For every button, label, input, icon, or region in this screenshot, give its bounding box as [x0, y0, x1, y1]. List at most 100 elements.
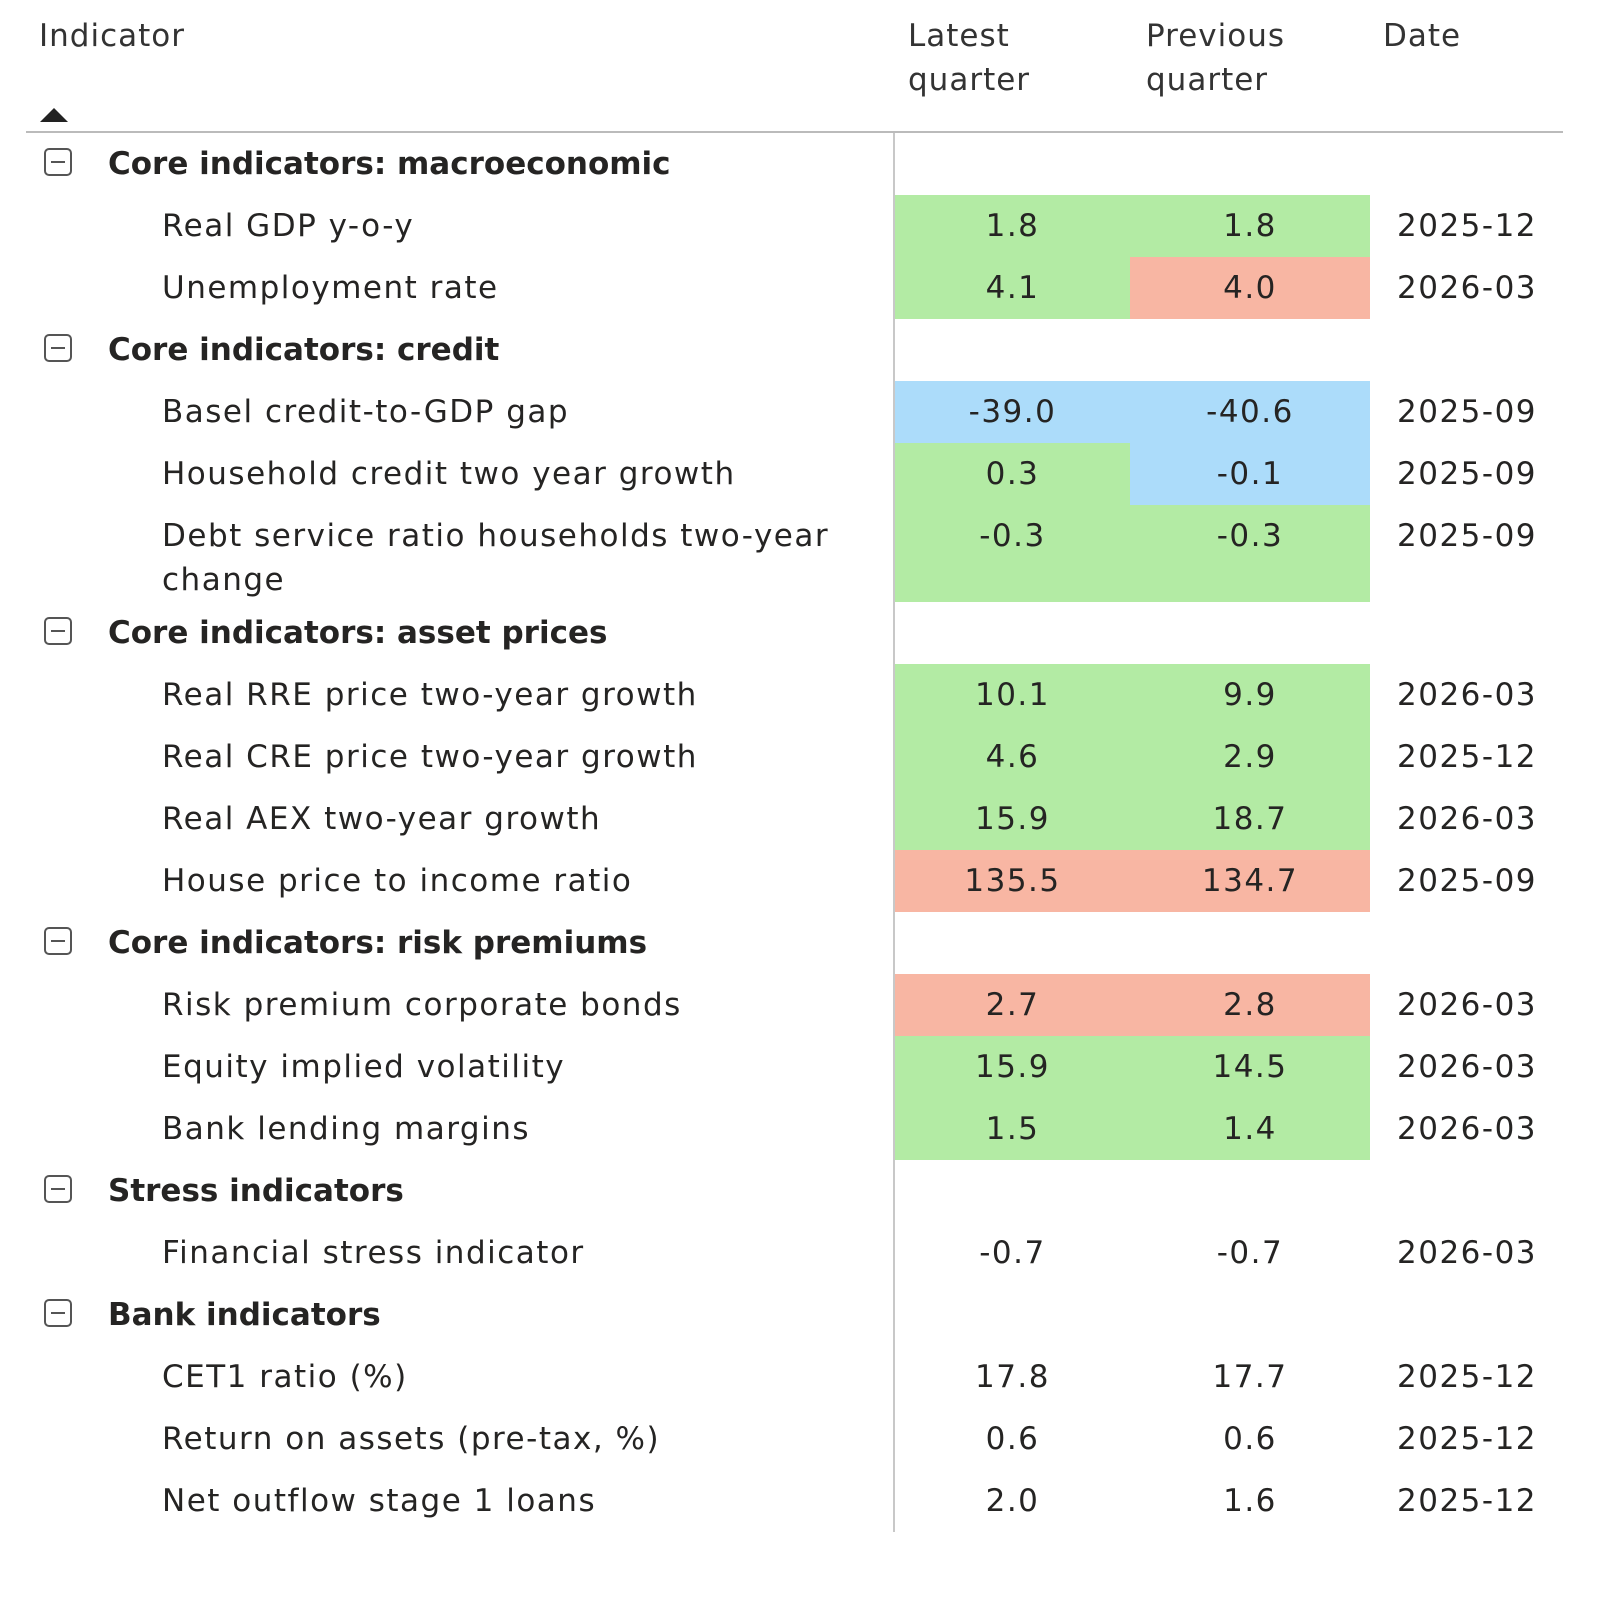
column-header[interactable]: Date	[1383, 18, 1462, 54]
latest-value: 0.6	[985, 1421, 1040, 1457]
latest-value: 135.5	[895, 850, 1130, 912]
previous-value: 1.6	[1223, 1483, 1277, 1519]
data-row: Real GDP y-o-y 1.8 1.8 2025-12	[0, 195, 1600, 257]
indicator-label: Unemployment rate	[0, 257, 895, 319]
empty-cell	[1130, 1160, 1370, 1222]
latest-value: -0.7	[979, 1235, 1046, 1271]
latest-value: 17.8	[974, 1359, 1051, 1395]
indicator-label: Equity implied volatility	[0, 1036, 895, 1098]
empty-cell	[895, 133, 1130, 195]
data-row: Basel credit-to-GDP gap -39.0 -40.6 2025-09	[0, 381, 1600, 443]
data-row: Risk premium corporate bonds 2.7 2.8 2026-0…	[0, 974, 1600, 1036]
date-value: 2025-12	[1397, 1359, 1538, 1395]
latest-value: 1.5	[895, 1098, 1130, 1160]
sort-arrow[interactable]	[40, 108, 68, 122]
collapse-button[interactable]	[44, 617, 72, 645]
data-row: Real AEX two-year growth 15.9 18.7 2026-03	[0, 788, 1600, 850]
indicator-label: House price to income ratio	[0, 850, 895, 912]
group-row: Bank indicators	[0, 1284, 1600, 1346]
empty-cell	[895, 319, 1130, 381]
indicator-label: Basel credit-to-GDP gap	[0, 381, 895, 443]
date-value: 2025-12	[1397, 1483, 1538, 1519]
date-value: 2025-09	[1397, 394, 1538, 430]
data-row: Net outflow stage 1 loans 2.0 1.6 2025-12	[0, 1470, 1600, 1532]
indicator-label: Net outflow stage 1 loans	[0, 1470, 895, 1532]
latest-value: 15.9	[895, 788, 1130, 850]
data-row: House price to income ratio 135.5 134.7 202…	[0, 850, 1600, 912]
collapse-button[interactable]	[44, 927, 72, 955]
previous-value: -0.7	[1216, 1235, 1284, 1271]
previous-value: -40.6	[1130, 381, 1370, 443]
date-value: 2026-03	[1397, 270, 1538, 306]
data-row: CET1 ratio (%) 17.8 17.7 2025-12	[0, 1346, 1600, 1408]
empty-cell	[1370, 319, 1600, 381]
latest-value: 10.1	[895, 664, 1130, 726]
latest-value: 2.0	[985, 1483, 1040, 1519]
column-header[interactable]: Indicator	[39, 18, 185, 54]
latest-value: -0.3	[895, 505, 1130, 602]
previous-value: 17.7	[1212, 1359, 1288, 1395]
group-row: Core indicators: credit	[0, 319, 1600, 381]
collapse-button[interactable]	[44, 1299, 72, 1327]
date-value: 2025-12	[1397, 208, 1538, 244]
latest-value: 4.6	[895, 726, 1130, 788]
group-row: Core indicators: macroeconomic	[0, 133, 1600, 195]
indicator-label: Debt service ratio households two-year c…	[0, 505, 895, 602]
header-divider	[26, 131, 1563, 133]
group-row: Stress indicators	[0, 1160, 1600, 1222]
indicator-label: CET1 ratio (%)	[0, 1346, 895, 1408]
column-header[interactable]: Previous quarter	[1146, 18, 1286, 98]
data-row: Real CRE price two-year growth 4.6 2.9 2025…	[0, 726, 1600, 788]
group-row: Core indicators: asset prices	[0, 602, 1600, 664]
previous-value: 14.5	[1130, 1036, 1370, 1098]
group-title: Core indicators: asset prices	[0, 602, 895, 664]
latest-value: 15.9	[895, 1036, 1130, 1098]
date-value: 2025-12	[1397, 1421, 1538, 1457]
indicator-label: Risk premium corporate bonds	[0, 974, 895, 1036]
previous-value: -0.3	[1130, 505, 1370, 602]
data-row: Household credit two year growth 0.3 -0.1 2…	[0, 443, 1600, 505]
indicator-label: Real CRE price two-year growth	[0, 726, 895, 788]
empty-cell	[1370, 1284, 1600, 1346]
group-title: Core indicators: macroeconomic	[0, 133, 895, 195]
table-body: Core indicators: macroeconomic Real GDP y…	[0, 133, 1600, 1532]
date-value: 2025-09	[1397, 863, 1538, 899]
indicator-label: Bank lending margins	[0, 1098, 895, 1160]
indicator-label: Real RRE price two-year growth	[0, 664, 895, 726]
previous-value: 1.8	[1130, 195, 1370, 257]
group-title: Core indicators: credit	[0, 319, 895, 381]
previous-value: -0.1	[1130, 443, 1370, 505]
data-row: Return on assets (pre-tax, %) 0.6 0.6 2025-…	[0, 1408, 1600, 1470]
previous-value: 2.8	[1130, 974, 1370, 1036]
empty-cell	[1130, 319, 1370, 381]
empty-cell	[1130, 133, 1370, 195]
collapse-button[interactable]	[44, 1175, 72, 1203]
collapse-button[interactable]	[44, 148, 72, 176]
empty-cell	[1370, 133, 1600, 195]
collapse-button[interactable]	[44, 334, 72, 362]
latest-value: 0.3	[895, 443, 1130, 505]
previous-value: 2.9	[1130, 726, 1370, 788]
data-row: Financial stress indicator -0.7 -0.7 2026-0…	[0, 1222, 1600, 1284]
empty-cell	[895, 1160, 1130, 1222]
latest-value: -39.0	[895, 381, 1130, 443]
indicator-label: Household credit two year growth	[0, 443, 895, 505]
data-row: Debt service ratio households two-year c…	[0, 505, 1600, 602]
group-title: Core indicators: risk premiums	[0, 912, 895, 974]
previous-value: 4.0	[1130, 257, 1370, 319]
date-value: 2026-03	[1397, 987, 1538, 1023]
date-value: 2025-12	[1397, 739, 1538, 775]
empty-cell	[1370, 912, 1600, 974]
empty-cell	[1130, 912, 1370, 974]
group-title: Stress indicators	[0, 1160, 895, 1222]
previous-value: 0.6	[1223, 1421, 1277, 1457]
date-value: 2026-03	[1397, 677, 1538, 713]
date-value: 2026-03	[1397, 1111, 1538, 1147]
latest-value: 4.1	[895, 257, 1130, 319]
latest-value: 1.8	[895, 195, 1130, 257]
previous-value: 9.9	[1130, 664, 1370, 726]
column-header[interactable]: Latest quarter	[908, 18, 1031, 98]
indicator-label: Real AEX two-year growth	[0, 788, 895, 850]
indicator-label: Financial stress indicator	[0, 1222, 895, 1284]
